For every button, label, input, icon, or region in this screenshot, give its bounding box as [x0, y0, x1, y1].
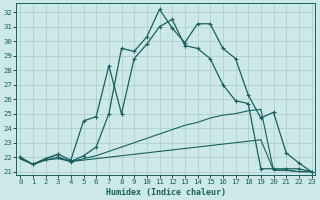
X-axis label: Humidex (Indice chaleur): Humidex (Indice chaleur) — [106, 188, 226, 197]
